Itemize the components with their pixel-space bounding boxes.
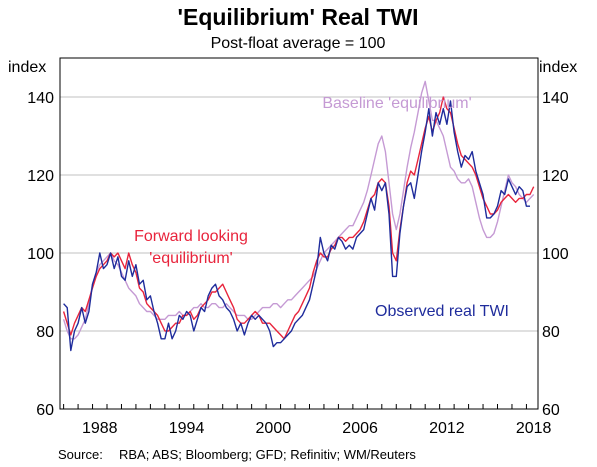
- chart-subtitle: Post-float average = 100: [211, 35, 386, 52]
- chart-title: 'Equilibrium' Real TWI: [178, 4, 419, 30]
- plot-border: [59, 57, 539, 410]
- series-label-baseline: Baseline 'equilibrium': [322, 95, 471, 112]
- y-tick-left-100: 100: [27, 246, 54, 263]
- source-label: Source:: [58, 447, 103, 462]
- y-tick-right-120: 120: [542, 168, 569, 185]
- series-line-forward: [62, 96, 535, 340]
- plot-frame: [59, 57, 539, 410]
- y-tick-right-140: 140: [542, 90, 569, 107]
- source-text: RBA; ABS; Bloomberg; GFD; Refinitiv; WM/…: [119, 447, 416, 462]
- y-axis-unit-left: index: [8, 59, 46, 76]
- series-label-observed: Observed real TWI: [375, 303, 509, 320]
- series-line-observed: [63, 100, 530, 352]
- x-tick-2018: 2018: [516, 420, 552, 437]
- y-tick-right-60: 60: [542, 402, 560, 419]
- gridlines: [60, 96, 538, 332]
- y-tick-right-80: 80: [542, 324, 560, 341]
- x-tick-2012: 2012: [429, 420, 465, 437]
- x-tick-1988: 1988: [82, 420, 118, 437]
- y-axis-unit-right: index: [539, 59, 577, 76]
- x-tick-2000: 2000: [256, 420, 292, 437]
- series-labels: Observed real TWI Baseline 'equilibrium' F…: [134, 95, 509, 320]
- y-tick-left-80: 80: [36, 324, 54, 341]
- y-tick-left-120: 120: [27, 168, 54, 185]
- series-label-forward: Forward looking: [134, 228, 248, 245]
- x-tick-1994: 1994: [169, 420, 205, 437]
- x-tick-2006: 2006: [342, 420, 378, 437]
- y-tick-left-140: 140: [27, 90, 54, 107]
- series-label-forward-line2: 'equilibrium': [149, 250, 232, 267]
- series-lines: [62, 80, 535, 352]
- series-line-baseline: [62, 80, 535, 340]
- axis-ticks: 60 60 80 80 100 100 120 120 140 140 1988 1994 2000 20…: [27, 90, 569, 437]
- y-tick-right-100: 100: [542, 246, 569, 263]
- y-tick-left-60: 60: [36, 402, 54, 419]
